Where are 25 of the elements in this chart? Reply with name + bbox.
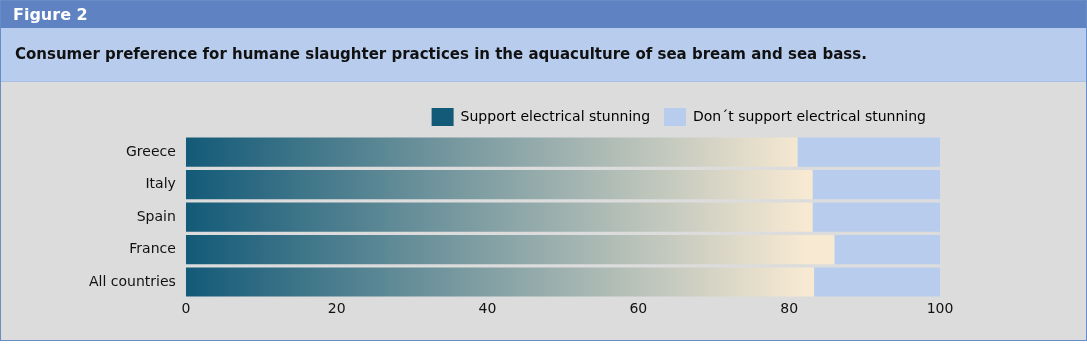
- bar: [185, 170, 813, 200]
- x-tick-label: 100: [926, 300, 954, 317]
- bar: [185, 137, 798, 167]
- bar: [185, 202, 813, 232]
- y-tick-label: Italy: [145, 175, 176, 192]
- x-tick-label: 0: [181, 300, 191, 317]
- chart-subtitle: Consumer preference for humane slaughter practices in the aquaculture of sea bream and sea bass.: [1, 28, 1086, 82]
- legend-label: Support electrical stunning: [460, 107, 651, 124]
- bar: [185, 267, 815, 297]
- bar: [814, 267, 940, 297]
- y-tick-label: Greece: [126, 142, 176, 159]
- bar: [797, 137, 940, 167]
- x-tick-label: 40: [478, 300, 497, 317]
- x-tick-label: 60: [629, 300, 648, 317]
- y-tick-label: Spain: [136, 207, 176, 224]
- x-tick-label: 20: [327, 300, 346, 317]
- y-tick-label: All countries: [89, 272, 176, 289]
- bar: [185, 234, 835, 265]
- text: Figure 2: [1, 1, 1086, 28]
- bar: [834, 234, 940, 265]
- y-tick-label: France: [129, 240, 176, 257]
- x-tick-label: 80: [780, 300, 799, 317]
- bar: [812, 170, 940, 200]
- bar: [812, 202, 940, 232]
- legend-label: Don´t support electrical stunning: [693, 107, 927, 124]
